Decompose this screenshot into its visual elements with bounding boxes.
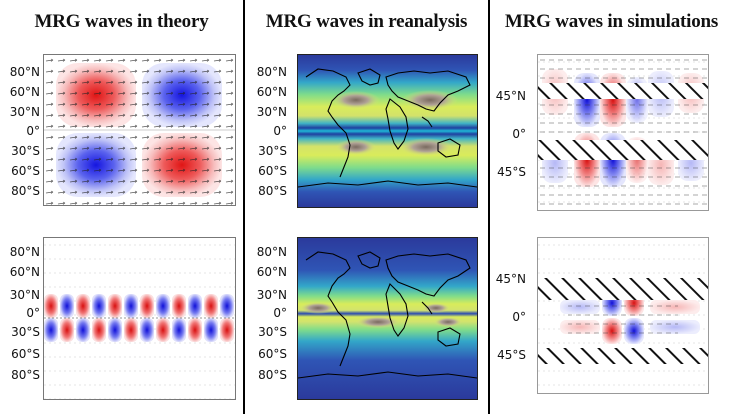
wave-cell [204, 318, 218, 342]
world-coastline-icon [298, 251, 477, 379]
lat-label: 80°N [9, 245, 40, 259]
lat-label: 45°N [495, 272, 526, 286]
lat-label: 30°N [9, 288, 40, 302]
column-reanalysis: MRG waves in reanalysis 80°N 60°N 30°N 0… [245, 0, 488, 414]
world-coastline-icon [298, 68, 477, 188]
simulations-plot-bottom [538, 238, 708, 393]
reanalysis-map-bottom [298, 238, 477, 399]
variance-maximum [434, 317, 462, 327]
lat-label: 30°N [9, 105, 40, 119]
wave-cell [220, 294, 234, 318]
lat-label: 30°S [11, 144, 40, 158]
wind-arrows-icon [538, 55, 708, 210]
lat-label: 60°S [11, 347, 40, 361]
simulations-panel-top [537, 54, 709, 211]
variance-maximum [402, 90, 458, 110]
lat-label: 0° [26, 306, 40, 320]
lat-label: 0° [512, 127, 526, 141]
hatched-region-north [538, 83, 708, 99]
wave-cell [156, 318, 170, 342]
wave-cell [220, 318, 234, 342]
column-title-reanalysis: MRG waves in reanalysis [265, 11, 468, 32]
lat-label: 60°S [11, 164, 40, 178]
lat-label: 30°N [256, 105, 287, 119]
variance-maximum [356, 316, 400, 328]
lat-label: 60°S [258, 164, 287, 178]
lat-label: 60°N [256, 265, 287, 279]
wave-cell [140, 318, 154, 342]
lat-label: 60°N [256, 85, 287, 99]
variance-maximum [332, 91, 380, 109]
wave-cell [156, 294, 170, 318]
wind-arrows-icon [568, 296, 678, 340]
hatched-region-south [538, 348, 708, 364]
wave-cell [124, 318, 138, 342]
wave-cell [172, 294, 186, 318]
hatched-region-south [538, 140, 708, 160]
wave-cell [60, 318, 74, 342]
lat-label: 30°S [11, 325, 40, 339]
wave-cell [140, 294, 154, 318]
wind-arrows-icon [44, 55, 235, 205]
lat-label: 30°N [256, 288, 287, 302]
wave-cell [172, 318, 186, 342]
column-divider-left [243, 0, 245, 414]
wave-cell [108, 318, 122, 342]
wave-cell [92, 318, 106, 342]
lat-label: 60°N [9, 265, 40, 279]
wave-cell [204, 294, 218, 318]
theory-wavetrain-panel [43, 237, 236, 400]
lat-label: 45°N [495, 89, 526, 103]
hatched-region-north [538, 278, 708, 300]
wave-cell [124, 294, 138, 318]
lat-label: 0° [273, 124, 287, 138]
reanalysis-variance-map-top [297, 54, 478, 208]
lat-label: 80°N [256, 245, 287, 259]
variance-maximum [422, 303, 450, 313]
lat-label: 80°N [256, 65, 287, 79]
lat-label: 30°S [258, 325, 287, 339]
wave-cell [60, 294, 74, 318]
lat-label: 45°S [497, 348, 526, 362]
variance-field [298, 55, 477, 207]
lat-label: 0° [26, 124, 40, 138]
wave-cell [76, 318, 90, 342]
wave-train [44, 294, 234, 342]
lat-label: 60°N [9, 85, 40, 99]
lat-label: 0° [273, 306, 287, 320]
wave-cell [44, 318, 58, 342]
grid-lines [44, 238, 235, 399]
wave-cell [188, 294, 202, 318]
lat-label: 0° [512, 310, 526, 324]
column-title-theory: MRG waves in theory [34, 11, 209, 32]
column-simulations: MRG waves in simulations 45°N 0° 45°S [490, 0, 733, 414]
variance-maximum [300, 302, 336, 314]
wave-cell [92, 294, 106, 318]
column-title-simulations: MRG waves in simulations [504, 11, 719, 32]
theory-wavetrain-plot [44, 238, 235, 399]
lat-label: 80°S [11, 368, 40, 382]
column-theory: MRG waves in theory 80°N 60°N 30°N 0° 30… [0, 0, 243, 414]
reanalysis-map-top [298, 55, 477, 207]
lat-label: 80°N [9, 65, 40, 79]
reanalysis-variance-map-bottom [297, 237, 478, 400]
variance-maximum [336, 139, 376, 155]
simulations-plot-top [538, 55, 708, 210]
wave-cell [76, 294, 90, 318]
wave-cell [44, 294, 58, 318]
lat-label: 60°S [258, 347, 287, 361]
wave-cell [108, 294, 122, 318]
lat-label: 80°S [11, 184, 40, 198]
wave-cell [188, 318, 202, 342]
lat-label: 45°S [497, 165, 526, 179]
lat-label: 80°S [258, 184, 287, 198]
column-divider-right [488, 0, 490, 414]
lat-label: 30°S [258, 144, 287, 158]
simulations-panel-bottom [537, 237, 709, 394]
theory-structure-plot [44, 55, 235, 205]
theory-structure-panel [43, 54, 236, 206]
lat-label: 80°S [258, 368, 287, 382]
